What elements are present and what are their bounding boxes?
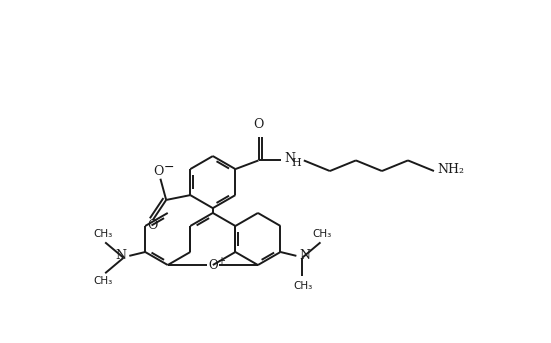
Text: O: O	[208, 259, 218, 272]
Text: O: O	[147, 220, 158, 233]
Text: N: N	[284, 152, 295, 165]
Text: CH₃: CH₃	[94, 229, 113, 239]
Text: N: N	[299, 249, 310, 262]
Text: CH₃: CH₃	[94, 276, 113, 286]
Text: CH₃: CH₃	[313, 229, 332, 239]
Text: CH₃: CH₃	[294, 281, 313, 291]
Text: +: +	[218, 256, 225, 266]
Text: −: −	[163, 161, 174, 174]
Text: NH₂: NH₂	[437, 163, 464, 176]
Text: N: N	[115, 249, 126, 262]
Text: H: H	[292, 158, 301, 168]
Text: O: O	[153, 165, 164, 178]
Text: O: O	[253, 118, 264, 131]
